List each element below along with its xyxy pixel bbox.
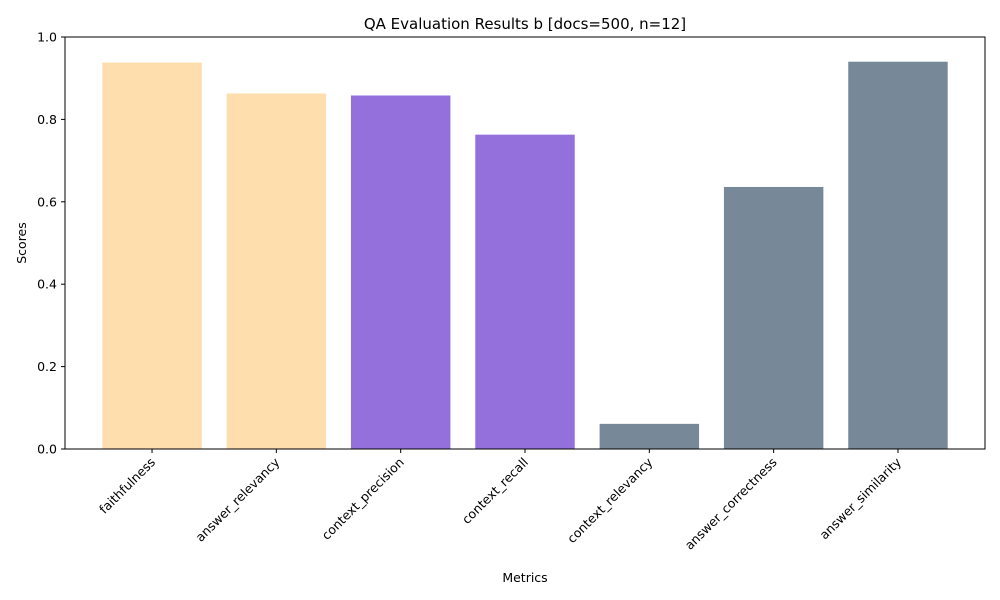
bar-context-relevancy xyxy=(599,423,700,449)
y-tick-label: 1.0 xyxy=(37,30,57,45)
y-axis: 0.0 0.2 0.4 0.6 0.8 1.0 xyxy=(37,30,65,457)
x-axis: faithfulness answer_relevancy context_prec… xyxy=(96,449,905,553)
x-tick-label: context_precision xyxy=(319,455,407,543)
x-tick-label: answer_similarity xyxy=(816,454,904,542)
x-tick-label: context_relevancy xyxy=(564,454,656,546)
y-tick-label: 0.2 xyxy=(37,359,57,374)
bars-group xyxy=(102,61,948,450)
x-axis-label: Metrics xyxy=(502,570,547,585)
bar-context-recall xyxy=(475,134,575,450)
bar-context-precision xyxy=(350,95,451,449)
y-tick-label: 0.8 xyxy=(37,112,57,127)
x-tick-label: context_recall xyxy=(459,455,531,527)
bar-answer-similarity xyxy=(848,61,948,449)
plot-frame xyxy=(64,36,986,450)
bar-answer-correctness xyxy=(723,186,824,449)
y-tick-label: 0.0 xyxy=(37,442,57,457)
bar-answer-relevancy xyxy=(226,93,327,449)
x-tick-label: faithfulness xyxy=(96,455,158,517)
x-tick-label: answer_correctness xyxy=(682,455,780,553)
bar-faithfulness xyxy=(102,62,202,449)
y-tick-label: 0.4 xyxy=(37,277,57,292)
chart-title: QA Evaluation Results b [docs=500, n=12] xyxy=(364,15,686,33)
y-axis-label: Scores xyxy=(14,222,29,264)
x-tick-label: answer_relevancy xyxy=(192,454,282,544)
y-tick-label: 0.6 xyxy=(37,194,57,209)
